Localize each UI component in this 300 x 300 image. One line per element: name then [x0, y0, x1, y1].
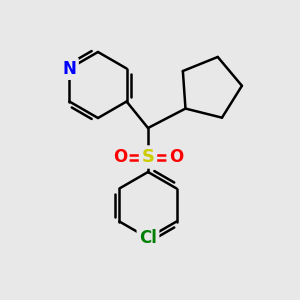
Text: N: N — [62, 59, 76, 77]
Text: Cl: Cl — [139, 229, 157, 247]
Text: O: O — [169, 148, 183, 166]
Text: O: O — [113, 148, 127, 166]
Text: S: S — [142, 148, 154, 166]
